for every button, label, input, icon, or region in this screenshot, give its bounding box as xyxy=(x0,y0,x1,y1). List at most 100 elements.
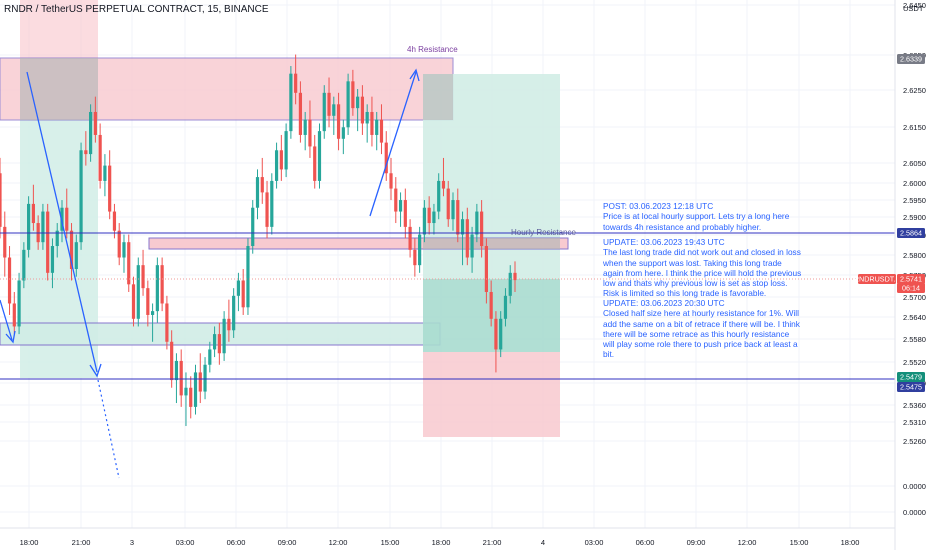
price-tick-label: 2.5580 xyxy=(903,335,926,344)
candle-body xyxy=(279,150,283,170)
time-tick-label: 12:00 xyxy=(738,538,757,547)
price-tag-label: 2.5475 xyxy=(900,383,922,392)
candle-body xyxy=(341,127,345,139)
time-tick-label: 12:00 xyxy=(329,538,348,547)
candle-body xyxy=(413,249,417,266)
candle-body xyxy=(217,334,221,354)
candle-body xyxy=(136,265,140,319)
candle-body xyxy=(274,150,279,181)
price-tick-label: 2.6450 xyxy=(903,1,926,10)
candle-body xyxy=(494,318,498,350)
candle-body xyxy=(7,257,12,304)
candle-body xyxy=(313,146,317,181)
up-arrow-line xyxy=(369,71,417,217)
time-tick-label: 21:00 xyxy=(72,538,91,547)
note-update-2-body: Closed half size here at hourly resistan… xyxy=(603,308,800,360)
candle-body xyxy=(117,230,121,258)
candle-body xyxy=(79,150,83,243)
candle-body xyxy=(98,134,102,181)
candle-body xyxy=(22,249,26,281)
candle-body xyxy=(451,200,455,220)
time-tick-label: 06:00 xyxy=(227,538,246,547)
time-tick-label: 18:00 xyxy=(432,538,451,547)
price-tag-bg xyxy=(897,283,925,293)
candle-body xyxy=(403,200,407,227)
price-tag-bg xyxy=(897,54,925,64)
note-post-body: Price is at local hourly support. Lets t… xyxy=(603,211,790,232)
annotation-4h-resistance: 4h Resistance xyxy=(407,45,458,54)
candle-body xyxy=(122,242,126,258)
note-update-1-body: The last long trade did not work out and… xyxy=(603,247,802,299)
note-post-title: POST: 03.06.2023 12:18 UTC xyxy=(603,201,714,211)
candle-body xyxy=(179,360,183,396)
candle-body xyxy=(232,295,236,331)
candle-body xyxy=(389,173,393,189)
candle-body xyxy=(222,318,226,354)
candle-body xyxy=(465,219,469,258)
candle-body xyxy=(437,180,441,212)
drawing-zones xyxy=(0,0,569,437)
symbol-title[interactable]: RNDR / TetherUS PERPETUAL CONTRACT, 15, … xyxy=(4,4,269,15)
candle-body xyxy=(384,142,388,174)
candle-body xyxy=(394,188,398,212)
candle-body xyxy=(432,211,436,224)
candle-body xyxy=(146,288,150,315)
hourly-resistance-zone xyxy=(148,237,569,250)
candle-body xyxy=(31,203,35,224)
time-tick-label: 15:00 xyxy=(381,538,400,547)
candle-body xyxy=(356,96,360,109)
candle-body xyxy=(170,341,174,381)
price-tag-bg xyxy=(897,372,925,382)
price-tick-label: 2.5700 xyxy=(903,293,926,302)
candle-body xyxy=(74,242,78,270)
candle-body xyxy=(513,272,517,281)
candle-body xyxy=(398,200,403,212)
price-tag-label: 2.5864 xyxy=(900,229,922,238)
candle-body xyxy=(427,207,431,224)
time-tick-label: 4 xyxy=(541,538,545,547)
price-tick-label: 0.0000 xyxy=(903,508,926,517)
time-axis[interactable]: 18:00 21:00 3 03:00 06:00 09:00 12:00 15:00 18:0… xyxy=(0,527,895,547)
candle-body xyxy=(484,246,488,292)
left-arrow-line xyxy=(0,299,13,341)
candle-body xyxy=(27,203,31,250)
candle-body xyxy=(308,119,312,147)
currency-label: USDT xyxy=(903,4,924,13)
candle-body xyxy=(131,284,136,319)
down-arrow-line xyxy=(26,71,98,373)
candle-body xyxy=(289,73,293,132)
candle-body xyxy=(298,92,303,135)
candle-body xyxy=(251,207,255,247)
price-tag-bg xyxy=(897,228,925,238)
price-tag-bg xyxy=(897,382,925,392)
annotation-hourly-resistance: Hourly Resistance xyxy=(511,228,576,237)
candle-body xyxy=(41,211,45,243)
overlap-zone-right xyxy=(423,74,453,120)
price-tick-label: 2.6050 xyxy=(903,159,926,168)
candle-body xyxy=(260,177,264,193)
candle-body xyxy=(418,234,422,266)
note-update-2: UPDATE: 03.06.2023 20:30 UTC Closed half… xyxy=(603,298,803,360)
candle-body xyxy=(112,211,117,231)
note-update-1-title: UPDATE: 03.06.2023 19:43 UTC xyxy=(603,237,725,247)
candle-body xyxy=(184,387,188,396)
candle-body xyxy=(351,81,355,109)
candle-body xyxy=(160,265,164,304)
candle-body xyxy=(93,111,97,135)
note-post: POST: 03.06.2023 12:18 UTC Price is at l… xyxy=(603,201,803,232)
overlap-zone-hourly xyxy=(423,238,560,249)
candle-body xyxy=(69,230,74,270)
price-tag-bg xyxy=(858,274,896,284)
candle-body xyxy=(89,111,93,155)
candle-body xyxy=(203,364,207,392)
price-tag-label: 2.6339 xyxy=(900,55,922,64)
price-tag-label: RNDRUSDT.P xyxy=(854,275,901,284)
candle-body xyxy=(227,318,231,331)
projection-dotted-line xyxy=(97,379,120,479)
down-arrow-head xyxy=(89,363,102,378)
price-tag-label: 2.5741 xyxy=(900,275,922,284)
time-tick-label: 06:00 xyxy=(636,538,655,547)
candle-body xyxy=(375,119,379,135)
candle-body xyxy=(165,303,169,342)
